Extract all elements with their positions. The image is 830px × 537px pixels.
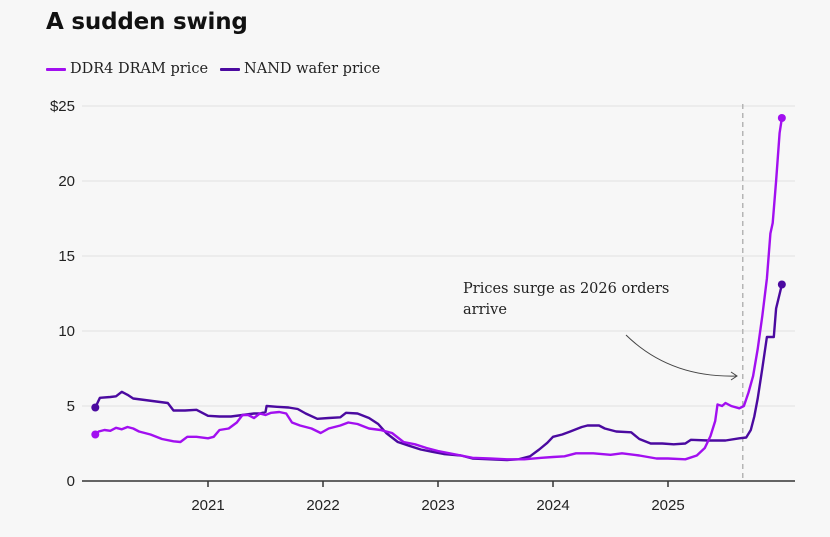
start-point-ddr4-dram-price bbox=[91, 430, 100, 439]
x-tick-label: 2024 bbox=[536, 497, 569, 514]
annotation-arrow bbox=[625, 334, 738, 377]
series-line-ddr4-dram-price bbox=[94, 117, 784, 461]
end-point-nand-wafer-price bbox=[777, 280, 786, 289]
y-tick-label: 0 bbox=[67, 473, 75, 490]
legend-item-nand: NAND wafer price bbox=[220, 61, 380, 77]
y-tick-label: $25 bbox=[50, 98, 75, 115]
annotation-arrowhead bbox=[730, 371, 738, 381]
legend-label-nand: NAND wafer price bbox=[244, 61, 381, 77]
x-tick-label: 2025 bbox=[651, 497, 684, 514]
annotation: Prices surge as 2026 orders arrive bbox=[463, 281, 738, 381]
y-axis: 0 5 10 15 20 $25 bbox=[50, 98, 795, 490]
y-tick-label: 10 bbox=[58, 323, 75, 340]
x-axis: 2021 2022 2023 2024 2025 bbox=[191, 481, 685, 514]
series-group bbox=[91, 114, 786, 462]
y-tick-label: 15 bbox=[58, 248, 75, 265]
annotation-text-line: arrive bbox=[463, 302, 507, 318]
legend: DDR4 DRAM price NAND wafer price bbox=[46, 61, 392, 77]
legend-label-dram: DDR4 DRAM price bbox=[70, 61, 209, 77]
annotation-text-line: Prices surge as 2026 orders bbox=[463, 281, 669, 297]
start-point-nand-wafer-price bbox=[91, 403, 100, 412]
end-point-ddr4-dram-price bbox=[777, 114, 786, 122]
gridlines bbox=[82, 105, 795, 407]
series-line-nand-wafer-price bbox=[94, 284, 784, 462]
chart-title: A sudden swing bbox=[46, 9, 248, 35]
x-tick-label: 2023 bbox=[421, 497, 454, 514]
legend-item-dram: DDR4 DRAM price bbox=[46, 61, 208, 77]
x-tick-label: 2021 bbox=[191, 497, 224, 514]
y-tick-label: 20 bbox=[58, 173, 75, 190]
x-tick-label: 2022 bbox=[306, 497, 339, 514]
legend-swatch-nand bbox=[220, 67, 241, 71]
legend-swatch-dram bbox=[46, 67, 66, 71]
y-tick-label: 5 bbox=[67, 398, 75, 415]
